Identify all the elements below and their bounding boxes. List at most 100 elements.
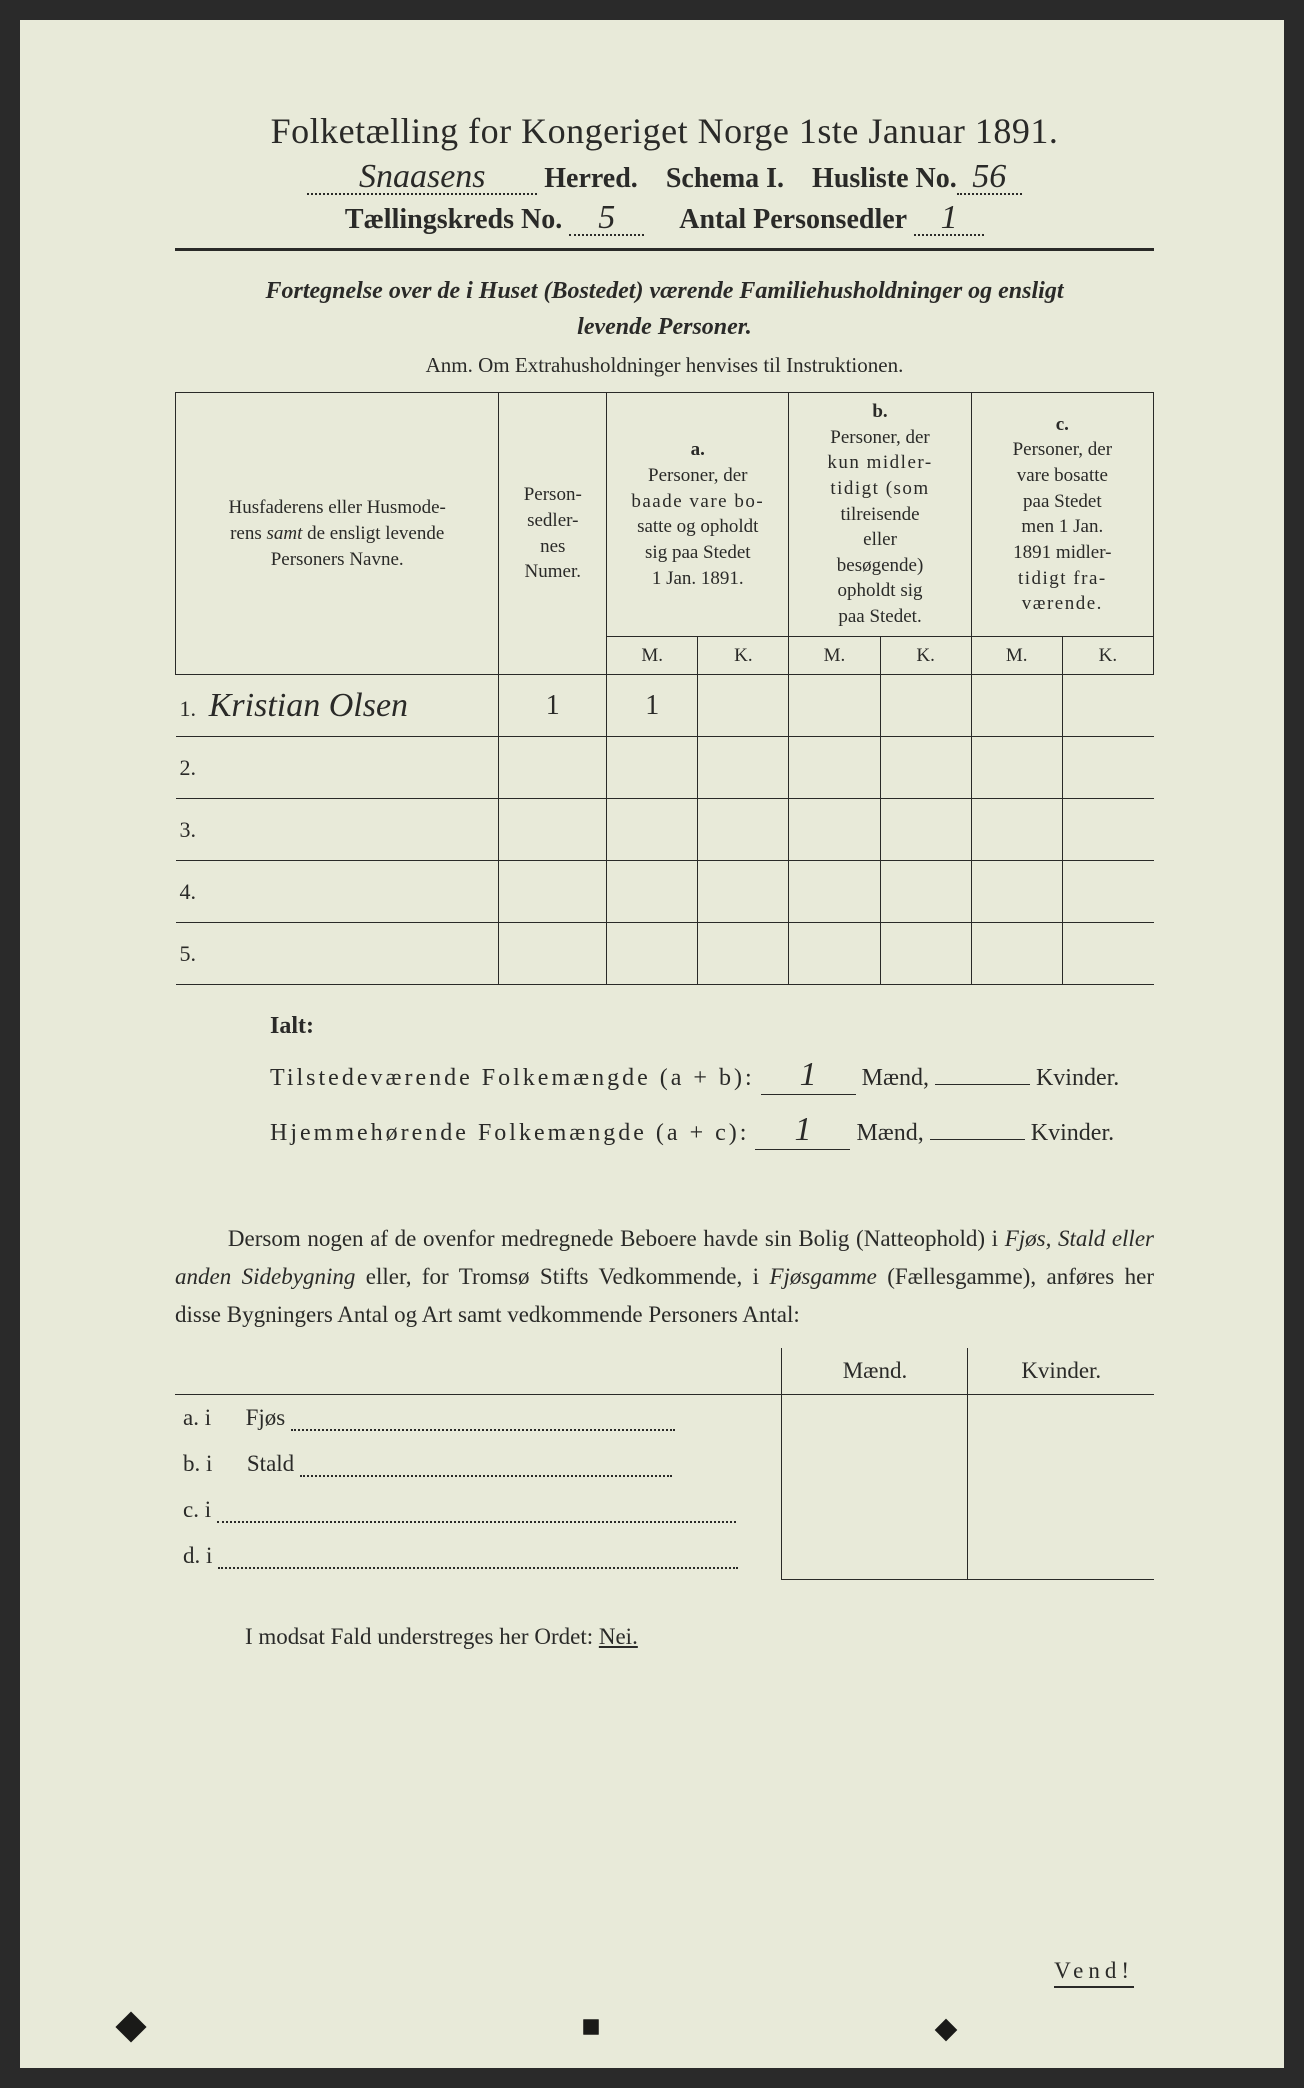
row3-bk: [880, 799, 971, 861]
totals-l1-label: Tilstedeværende Folkemængde (a + b):: [270, 1065, 755, 1091]
bygning-head: Mænd. Kvinder.: [175, 1348, 1154, 1395]
row1-ak: [698, 675, 789, 737]
col-num-l4: Numer.: [525, 561, 581, 582]
row5-name: 5.: [176, 923, 499, 985]
bygning-a-k: [968, 1395, 1154, 1442]
row5-bk: [880, 923, 971, 985]
bygning-table: Mænd. Kvinder. a. i Fjøs b. i Stald: [175, 1348, 1154, 1580]
kreds-value: 5: [569, 203, 644, 236]
row5-am: [607, 923, 698, 985]
col-a-k: K.: [698, 636, 789, 675]
col-num-l2: sedler-: [527, 510, 578, 531]
bygning-c-dots: [217, 1521, 737, 1523]
census-table: Husfaderens eller Husmode-rens samt de e…: [175, 392, 1154, 985]
row1-name-val: Kristian Olsen: [209, 687, 408, 724]
bygning-c-k: [968, 1487, 1154, 1533]
col-name-header: Husfaderens eller Husmode-rens samt de e…: [176, 393, 499, 675]
row1-am-val: 1: [645, 690, 659, 721]
row3-name: 3.: [176, 799, 499, 861]
herred-label: Herred.: [544, 163, 638, 194]
instruction-text: Fortegnelse over de i Huset (Bostedet) v…: [175, 273, 1154, 345]
row4-bk: [880, 861, 971, 923]
row4-num: [499, 861, 607, 923]
totals-l2-kvinder: Kvinder.: [1031, 1120, 1114, 1146]
row1-bk: [880, 675, 971, 737]
binding-mark-right: [935, 2019, 958, 2042]
subtitle-line-1: Snaasens Herred. Schema I. Husliste No.5…: [175, 162, 1154, 195]
bygning-row-c: c. i: [175, 1487, 1154, 1533]
col-b-t5: eller: [863, 529, 897, 550]
col-b-t7: opholdt sig: [838, 580, 923, 601]
schema-label: Schema I.: [666, 163, 784, 194]
modsat-line: I modsat Fald understreges her Ordet: Ne…: [175, 1624, 1154, 1650]
bygning-a-m: [782, 1395, 968, 1442]
table-row: 5.: [176, 923, 1154, 985]
page-title: Folketælling for Kongeriget Norge 1ste J…: [175, 110, 1154, 152]
col-num-l1: Person-: [524, 484, 582, 505]
antal-label: Antal Personsedler: [679, 204, 907, 235]
totals-l2-m: 1: [755, 1111, 850, 1150]
totals-l2-maend: Mænd,: [856, 1120, 923, 1146]
bygning-a-dots: [291, 1429, 675, 1431]
bygning-paragraph: Dersom nogen af de ovenfor medregnede Be…: [175, 1220, 1154, 1334]
col-a-header: a. Personer, der baade vare bo- satte og…: [607, 393, 789, 637]
col-b-t1: Personer, der: [830, 427, 929, 448]
divider: [175, 248, 1154, 251]
row2-bk: [880, 737, 971, 799]
instruction-line1: Fortegnelse over de i Huset (Bostedet) v…: [266, 278, 1064, 304]
col-a-t2: baade vare bo-: [631, 491, 764, 512]
totals-block: Ialt: Tilstedeværende Folkemængde (a + b…: [270, 1013, 1154, 1150]
row5-n: 5.: [180, 941, 205, 966]
bygning-row-b: b. i Stald: [175, 1441, 1154, 1487]
husliste-label: Husliste No.: [812, 163, 957, 194]
bygning-b-dots: [300, 1475, 672, 1477]
totals-line-2: Hjemmehørende Folkemængde (a + c): 1 Mæn…: [270, 1111, 1154, 1150]
row2-cm: [971, 737, 1062, 799]
col-a-t4: sig paa Stedet: [645, 542, 751, 563]
col-a-t3: satte og opholdt: [637, 516, 758, 537]
bygning-head-k: Kvinder.: [968, 1348, 1154, 1395]
col-c-t1: Personer, der: [1013, 439, 1112, 460]
row3-n: 3.: [180, 817, 205, 842]
col-b-label: b.: [872, 401, 887, 422]
row4-ck: [1062, 861, 1153, 923]
herred-value: Snaasens: [307, 162, 537, 195]
antal-value: 1: [914, 203, 984, 236]
col-b-k: K.: [880, 636, 971, 675]
col-b-m: M.: [789, 636, 880, 675]
bygning-head-blank: [175, 1348, 782, 1395]
row2-num: [499, 737, 607, 799]
row3-ak: [698, 799, 789, 861]
bygning-c: c. i: [175, 1487, 782, 1533]
anm-text: Anm. Om Extrahusholdninger henvises til …: [175, 353, 1154, 378]
col-b-header: b. Personer, der kun midler- tidigt (som…: [789, 393, 971, 637]
col-a-t5: 1 Jan. 1891.: [652, 568, 744, 589]
row1-am: 1: [607, 675, 698, 737]
modsat-text: I modsat Fald understreges her Ordet:: [245, 1624, 599, 1649]
row5-cm: [971, 923, 1062, 985]
bygning-row-a: a. i Fjøs: [175, 1395, 1154, 1442]
bygning-d: d. i: [175, 1533, 782, 1579]
col-c-m: M.: [971, 636, 1062, 675]
totals-l1-m: 1: [761, 1056, 856, 1095]
row2-name: 2.: [176, 737, 499, 799]
col-c-header: c. Personer, der vare bosatte paa Stedet…: [971, 393, 1153, 637]
row2-n: 2.: [180, 755, 205, 780]
row2-bm: [789, 737, 880, 799]
col-c-label: c.: [1056, 414, 1069, 435]
bygning-b: b. i Stald: [175, 1441, 782, 1487]
col-b-t3: tidigt (som: [830, 478, 929, 499]
bygning-d-m: [782, 1533, 968, 1579]
totals-l2-k: [930, 1139, 1025, 1140]
row4-am: [607, 861, 698, 923]
table-header-row-1: Husfaderens eller Husmode-rens samt de e…: [176, 393, 1154, 637]
row5-bm: [789, 923, 880, 985]
col-a-label: a.: [691, 439, 705, 460]
bygning-d-k: [968, 1533, 1154, 1579]
col-num-header: Person- sedler- nes Numer.: [499, 393, 607, 675]
bygning-a: a. i Fjøs: [175, 1395, 782, 1442]
modsat-nei: Nei.: [599, 1624, 638, 1649]
ialt-label: Ialt:: [270, 1013, 1154, 1040]
col-c-t6: tidigt fra-: [1018, 568, 1107, 589]
row5-ak: [698, 923, 789, 985]
